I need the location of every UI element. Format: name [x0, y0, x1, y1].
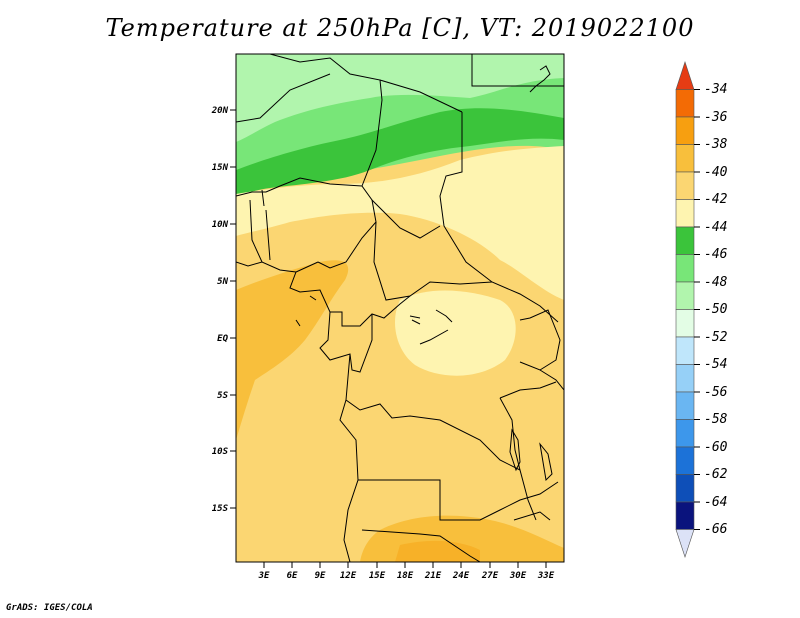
lat-label-5n: 5N [217, 277, 228, 287]
lat-label-20n: 20N [211, 106, 229, 116]
lat-label-5s: 5S [217, 391, 228, 401]
colorbar-label-40: -40 [704, 165, 728, 180]
colorbar-box-14 [675, 446, 695, 475]
colorbar-label-42: -42 [704, 192, 728, 207]
colorbar: -34 -36 -38 -40 -42 -44 -46 -48 -50 -52 … [675, 61, 728, 558]
map-title: Temperature at 250hPa [C], VT: 201902210… [105, 14, 695, 42]
colorbar-box-3 [675, 144, 695, 173]
colorbar-box-15 [675, 474, 695, 503]
colorbar-box-17 [675, 529, 695, 558]
lat-ticks [230, 109, 236, 509]
lon-label-18e: 18E [397, 571, 414, 581]
colorbar-box-16 [675, 501, 695, 530]
colorbar-box-12 [675, 391, 695, 420]
lat-label-15s: 15S [212, 504, 229, 514]
grads-credit: GrADS: IGES/COLA [6, 603, 93, 613]
lon-label-6e: 6E [287, 571, 298, 581]
colorbar-box-13 [675, 419, 695, 448]
colorbar-box-2 [675, 116, 695, 145]
colorbar-box-0 [675, 61, 695, 90]
colorbar-label-58: -58 [704, 412, 728, 427]
lon-label-21e: 21E [424, 571, 442, 581]
lon-label-12e: 12E [340, 571, 357, 581]
band-minus-42-congo [395, 290, 516, 376]
colorbar-label-34: -34 [704, 82, 727, 97]
band-minus-38-south [360, 515, 564, 562]
lon-label-3e: 3E [258, 571, 270, 581]
band-minus-38-coast [236, 260, 349, 440]
lat-label-10n: 10N [212, 220, 229, 230]
lat-labels: 20N 15N 10N 5N EQ 5S 10S 15S [211, 106, 229, 514]
colorbar-label-56: -56 [704, 385, 728, 400]
colorbar-box-4 [675, 171, 695, 200]
colorbar-label-52: -52 [704, 330, 728, 345]
band-minus-50-zone [236, 54, 564, 142]
colorbar-label-38: -38 [704, 137, 728, 152]
lat-label-eq: EQ [217, 334, 228, 344]
band-minus-36-south [395, 540, 480, 562]
colorbar-box-9 [675, 309, 695, 338]
colorbar-box-5 [675, 199, 695, 228]
colorbar-label-62: -62 [704, 467, 728, 482]
lon-ticks [263, 562, 547, 568]
lat-label-10s: 10S [212, 447, 229, 457]
colorbar-label-64: -64 [704, 495, 727, 510]
lon-label-9e: 9E [315, 571, 326, 581]
colorbar-box-7 [675, 254, 695, 283]
lon-labels: 3E 6E 9E 12E 15E 18E 21E 24E 27E 30E 33E [258, 571, 555, 581]
lon-label-15e: 15E [369, 571, 386, 581]
colorbar-box-1 [675, 89, 695, 118]
colorbar-box-10 [675, 336, 695, 365]
lat-label-15n: 15N [212, 163, 229, 173]
country-borders [236, 54, 564, 562]
colorbar-box-8 [675, 281, 695, 310]
band-minus-46-zone [236, 108, 564, 196]
colorbar-label-36: -36 [704, 110, 728, 125]
temperature-fill [236, 54, 564, 562]
band-minus-42-zone [236, 146, 564, 300]
map-frame [235, 53, 565, 563]
colorbar-box-6 [675, 226, 695, 255]
colorbar-label-44: -44 [704, 220, 727, 235]
colorbar-label-48: -48 [704, 275, 728, 290]
lon-label-30e: 30E [509, 571, 527, 581]
colorbar-label-60: -60 [704, 440, 728, 455]
lon-label-33e: 33E [537, 571, 555, 581]
lon-label-24e: 24E [452, 571, 470, 581]
colorbar-label-66: -66 [704, 522, 728, 537]
colorbar-label-54: -54 [704, 357, 727, 372]
colorbar-label-50: -50 [704, 302, 728, 317]
colorbar-box-11 [675, 364, 695, 393]
lon-label-27e: 27E [481, 571, 499, 581]
colorbar-label-46: -46 [704, 247, 728, 262]
